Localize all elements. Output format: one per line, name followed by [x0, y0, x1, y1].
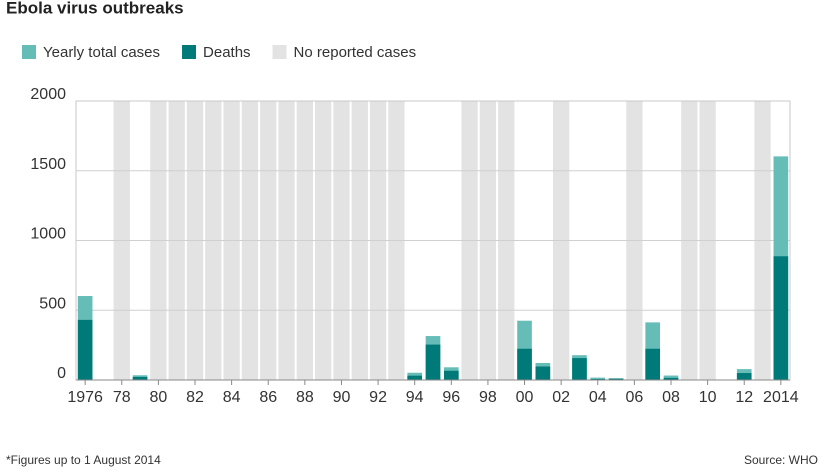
y-tick-label: 1000 — [30, 226, 66, 243]
x-tick-label: 92 — [369, 389, 387, 406]
bar — [774, 256, 789, 380]
bar — [645, 349, 660, 380]
x-tick-label: 02 — [552, 389, 570, 406]
x-tick-label: 80 — [149, 389, 167, 406]
legend-label: Deaths — [203, 44, 251, 61]
bar — [444, 371, 459, 380]
bar — [737, 373, 752, 380]
legend-label: Yearly total cases — [43, 44, 160, 61]
legend-swatch — [273, 45, 287, 59]
bar — [536, 366, 551, 380]
x-tick-label: 04 — [589, 389, 607, 406]
x-tick-label: 78 — [113, 389, 131, 406]
x-tick-label: 88 — [296, 389, 314, 406]
x-tick-label: 90 — [333, 389, 351, 406]
x-tick-label: 86 — [259, 389, 277, 406]
x-tick-label: 2014 — [763, 389, 799, 406]
y-tick-label: 0 — [57, 365, 66, 382]
y-tick-label: 500 — [39, 295, 66, 312]
x-tick-label: 1976 — [67, 389, 103, 406]
x-tick-label: 00 — [516, 389, 534, 406]
bar — [426, 345, 441, 380]
note: *Figures up to 1 August 2014 — [6, 453, 161, 467]
x-tick-label: 12 — [735, 389, 753, 406]
chart-title: Ebola virus outbreaks — [6, 0, 184, 17]
source: Source: WHO — [744, 453, 818, 467]
x-tick-label: 98 — [479, 389, 497, 406]
bar — [78, 320, 93, 380]
x-tick-label: 84 — [223, 389, 241, 406]
y-tick-label: 1500 — [30, 156, 66, 173]
bar — [407, 376, 422, 380]
x-tick-label: 06 — [625, 389, 643, 406]
bar — [572, 358, 587, 380]
x-tick-label: 10 — [699, 389, 717, 406]
bar — [517, 349, 532, 380]
legend-swatch — [22, 45, 36, 59]
x-tick-label: 08 — [662, 389, 680, 406]
x-tick-label: 94 — [406, 389, 424, 406]
legend-swatch — [182, 45, 196, 59]
x-tick-label: 82 — [186, 389, 204, 406]
legend-label: No reported cases — [294, 44, 417, 61]
x-tick-label: 96 — [442, 389, 460, 406]
y-tick-label: 2000 — [30, 86, 66, 103]
